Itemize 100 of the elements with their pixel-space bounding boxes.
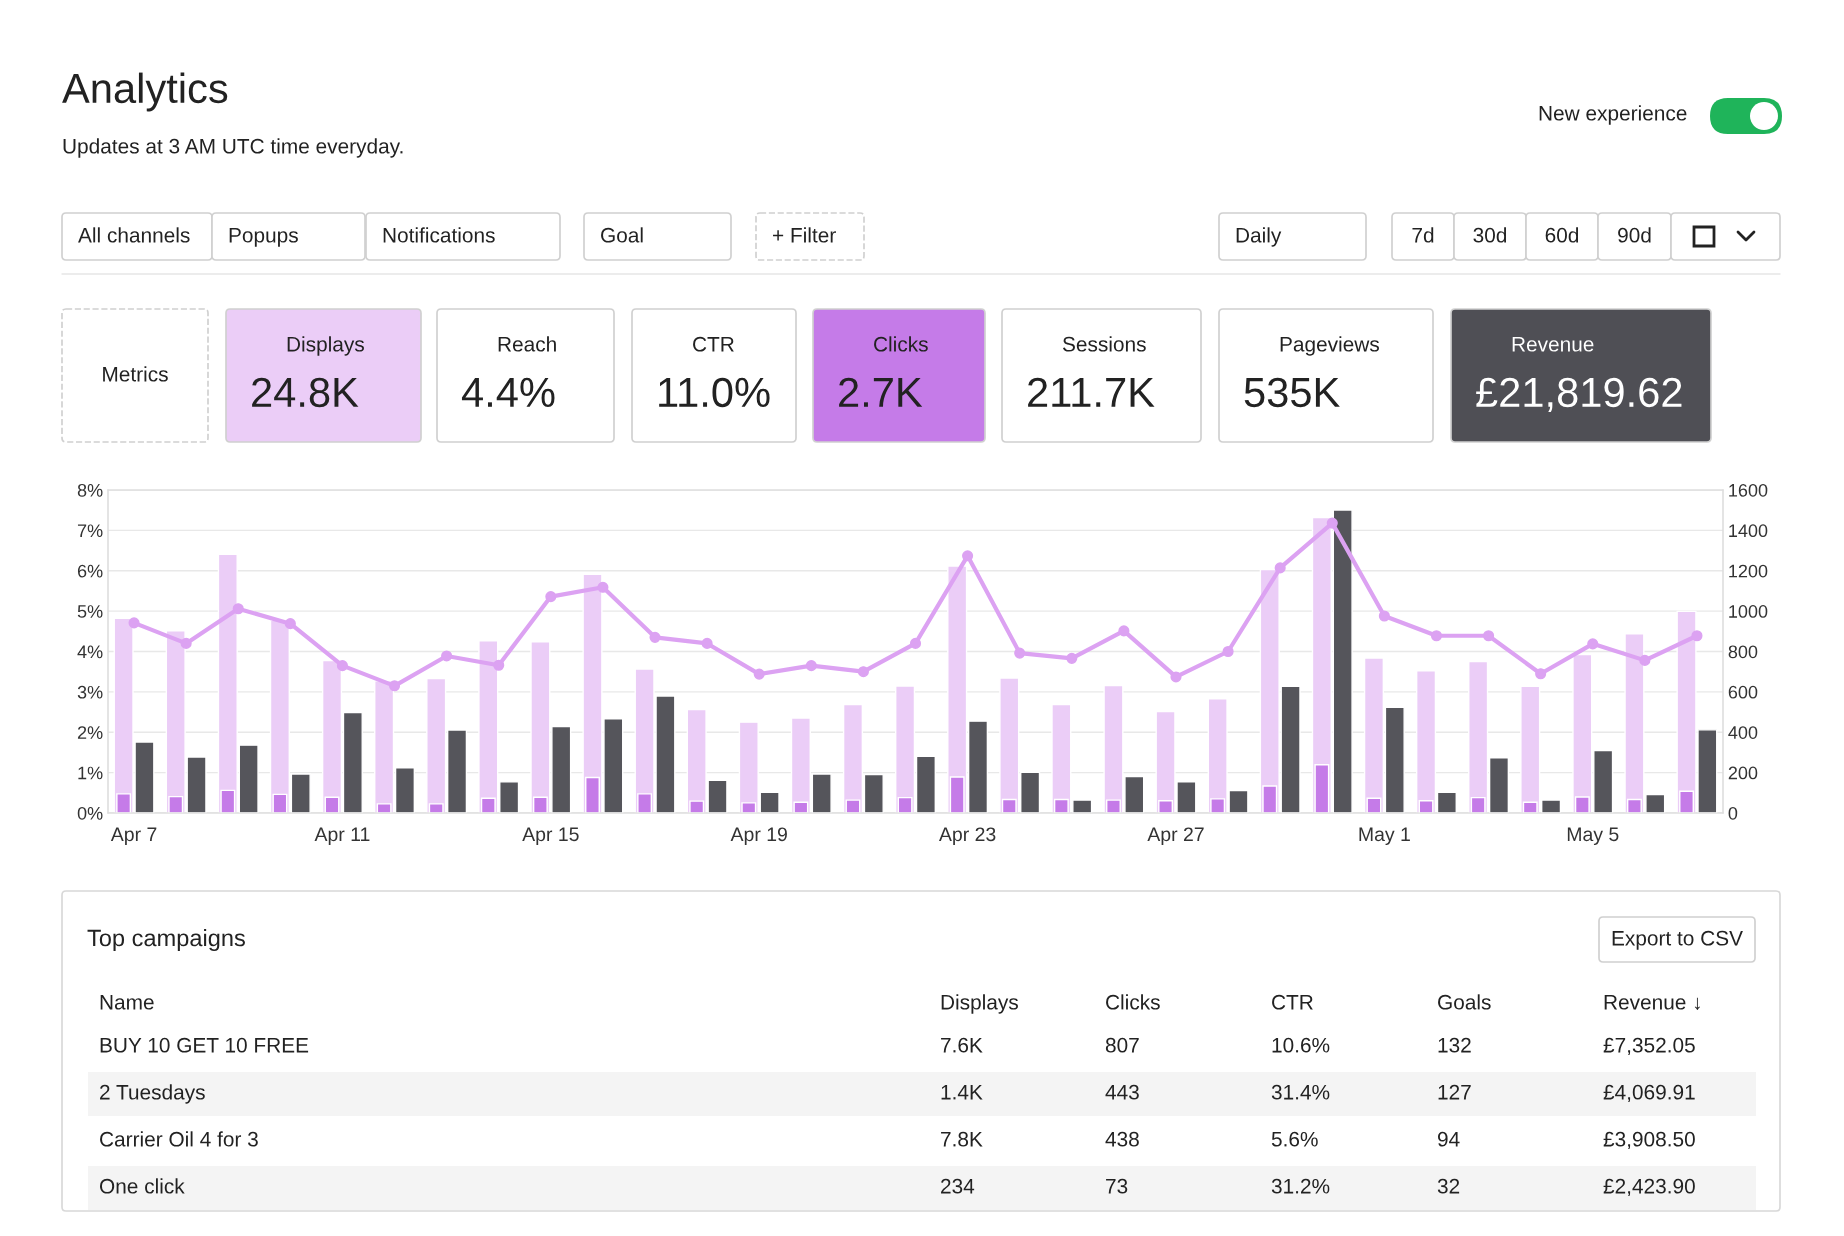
text: 443 — [1105, 1084, 1139, 1100]
y2-tick-label: 1200 — [1729, 564, 1768, 578]
text: Analytics — [62, 72, 228, 112]
point — [441, 650, 453, 662]
text: Top campaigns — [87, 928, 245, 952]
category-label: Reach — [498, 336, 556, 352]
point — [1691, 630, 1703, 642]
text: Export to CSV — [1612, 930, 1743, 950]
text: 1.4K — [941, 1085, 983, 1100]
text: BUY 10 GET 10 FREE — [100, 1037, 309, 1053]
text: 30d — [1473, 227, 1507, 243]
text: 24.8K — [252, 377, 359, 408]
text: 94 — [1437, 1131, 1460, 1147]
category-label: Name — [100, 995, 154, 1010]
text: £4,069.91 — [1603, 1084, 1695, 1103]
text: 11.0% — [659, 377, 770, 408]
text: 438 — [1105, 1131, 1139, 1147]
category-label: Displays — [941, 994, 1018, 1014]
y-tick-label: 8% — [77, 483, 103, 497]
point — [701, 637, 713, 649]
x-tick-label: Apr 23 — [938, 827, 996, 846]
point — [857, 666, 869, 678]
text: 31.2% — [1271, 1178, 1330, 1194]
point — [1170, 671, 1182, 683]
x-tick-label: Apr 19 — [730, 827, 787, 846]
text: 5.6% — [1271, 1131, 1318, 1147]
text: 535K — [1244, 377, 1340, 408]
text: £7,352.05 — [1603, 1037, 1695, 1056]
point — [1378, 610, 1390, 622]
text: 10.6% — [1272, 1037, 1330, 1053]
point — [284, 618, 296, 630]
point — [180, 637, 192, 649]
text: One click — [99, 1178, 185, 1194]
text: 4.4% — [461, 377, 555, 408]
y-tick-label: 5% — [77, 605, 103, 618]
text: 73 — [1106, 1178, 1128, 1194]
category-label: Revenue ↓ — [1604, 995, 1700, 1011]
point — [962, 550, 974, 562]
text: 90d — [1618, 227, 1651, 243]
text: 32 — [1437, 1178, 1460, 1194]
x-tick-label: May 1 — [1359, 827, 1410, 846]
point — [493, 659, 505, 671]
y2-tick-label: 1600 — [1729, 483, 1768, 497]
text: Goal — [601, 227, 643, 243]
y-tick-label: 0% — [77, 806, 103, 820]
point — [805, 660, 817, 672]
point — [336, 660, 348, 672]
text: 7.8K — [941, 1131, 983, 1147]
point — [1014, 647, 1026, 659]
text: 132 — [1438, 1037, 1471, 1053]
point — [1222, 645, 1234, 658]
text: 7d — [1412, 227, 1434, 243]
category-label: Clicks — [1106, 994, 1160, 1010]
text: + Filter — [773, 227, 836, 243]
point — [1587, 638, 1599, 650]
point — [128, 617, 140, 629]
category-label: Pageviews — [1280, 336, 1379, 356]
text: Carrier Oil 4 for 3 — [100, 1131, 258, 1147]
point — [1430, 630, 1443, 642]
y2-tick-label: 1000 — [1729, 605, 1768, 618]
point — [232, 603, 244, 615]
text: 60d — [1545, 227, 1579, 243]
y2-tick-label: 400 — [1728, 726, 1758, 739]
x-tick-label: Apr 11 — [314, 827, 370, 846]
x-tick-label: Apr 7 — [110, 827, 157, 846]
text: £3,908.50 — [1603, 1131, 1695, 1150]
y2-tick-label: 200 — [1728, 766, 1758, 780]
text: 2 Tuesdays — [100, 1084, 205, 1104]
text: Popups — [229, 228, 298, 247]
point — [545, 591, 557, 603]
text: 127 — [1438, 1084, 1471, 1100]
text: 2.7K — [839, 377, 923, 407]
y-tick-label: 6% — [77, 564, 103, 578]
text: All channels — [78, 227, 190, 243]
point — [1066, 652, 1078, 664]
category-label: CTR — [1272, 994, 1313, 1010]
text: £2,423.90 — [1603, 1178, 1695, 1197]
point — [1639, 654, 1651, 666]
point — [597, 581, 609, 593]
y-tick-label: 3% — [77, 685, 103, 699]
text: 31.4% — [1271, 1084, 1330, 1100]
text: £21,819.62 — [1476, 377, 1682, 413]
text: 7.6K — [941, 1037, 983, 1053]
category-label: Revenue — [1512, 337, 1594, 352]
y2-tick-label: 800 — [1728, 645, 1758, 659]
y2-tick-label: 1400 — [1729, 524, 1768, 538]
point — [1326, 517, 1338, 529]
x-tick-label: Apr 15 — [522, 827, 579, 846]
category-label: CTR — [693, 336, 734, 352]
point — [1274, 562, 1286, 574]
y-tick-label: 2% — [77, 726, 103, 739]
text: 807 — [1105, 1037, 1139, 1053]
category-label: Clicks — [874, 336, 928, 352]
point — [1483, 630, 1495, 642]
point — [649, 631, 661, 643]
category-label: Displays — [287, 336, 364, 356]
point — [388, 680, 401, 692]
point — [753, 668, 765, 680]
x-tick-label: May 5 — [1567, 827, 1619, 846]
y-tick-label: 7% — [77, 524, 103, 538]
